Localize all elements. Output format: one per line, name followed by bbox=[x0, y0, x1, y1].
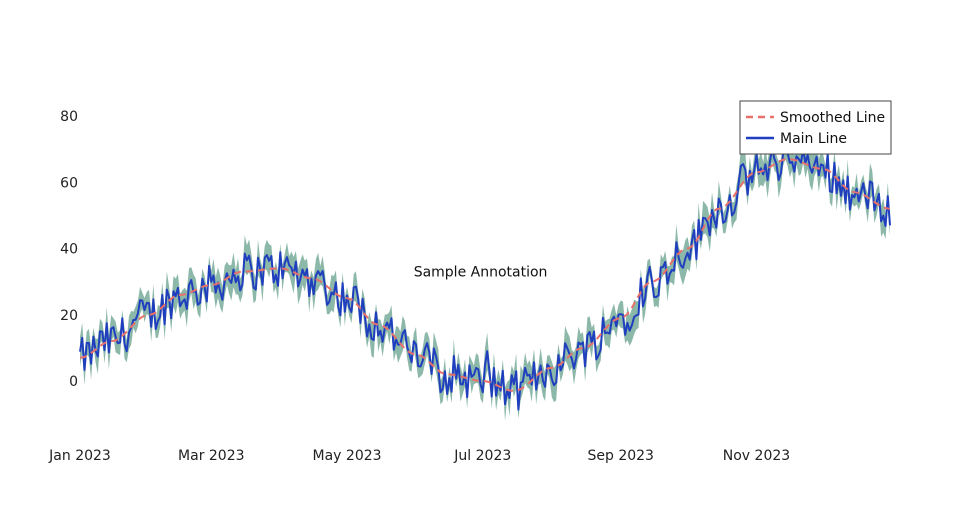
x-tick-label: May 2023 bbox=[313, 448, 382, 464]
x-tick-label: Jan 2023 bbox=[48, 448, 111, 464]
smoothed-line bbox=[79, 158, 891, 392]
x-tick-label: Mar 2023 bbox=[178, 448, 245, 464]
legend-box bbox=[739, 100, 892, 155]
main-line bbox=[79, 147, 891, 411]
legend[interactable]: Smoothed Line Main Line bbox=[739, 100, 892, 155]
y-tick-label: 60 bbox=[60, 175, 78, 191]
legend-main-label: Main Line bbox=[780, 131, 847, 147]
chart-annotation: Sample Annotation bbox=[414, 265, 548, 281]
x-axis-ticks: Jan 2023 Mar 2023 May 2023 Jul 2023 Sep 2023… bbox=[48, 448, 790, 464]
annotations: Sample Annotation bbox=[414, 265, 548, 281]
legend-smoothed-label: Smoothed Line bbox=[780, 110, 885, 126]
y-tick-label: 20 bbox=[60, 308, 78, 324]
x-tick-label: Jul 2023 bbox=[453, 448, 511, 464]
x-tick-label: Nov 2023 bbox=[723, 448, 790, 464]
y-tick-label: 0 bbox=[69, 374, 78, 390]
y-axis-ticks: 0 20 40 60 80 bbox=[60, 109, 78, 390]
x-tick-label: Sep 2023 bbox=[588, 448, 654, 464]
y-tick-label: 80 bbox=[60, 109, 78, 125]
series-lines bbox=[79, 147, 891, 411]
y-tick-label: 40 bbox=[60, 242, 78, 258]
